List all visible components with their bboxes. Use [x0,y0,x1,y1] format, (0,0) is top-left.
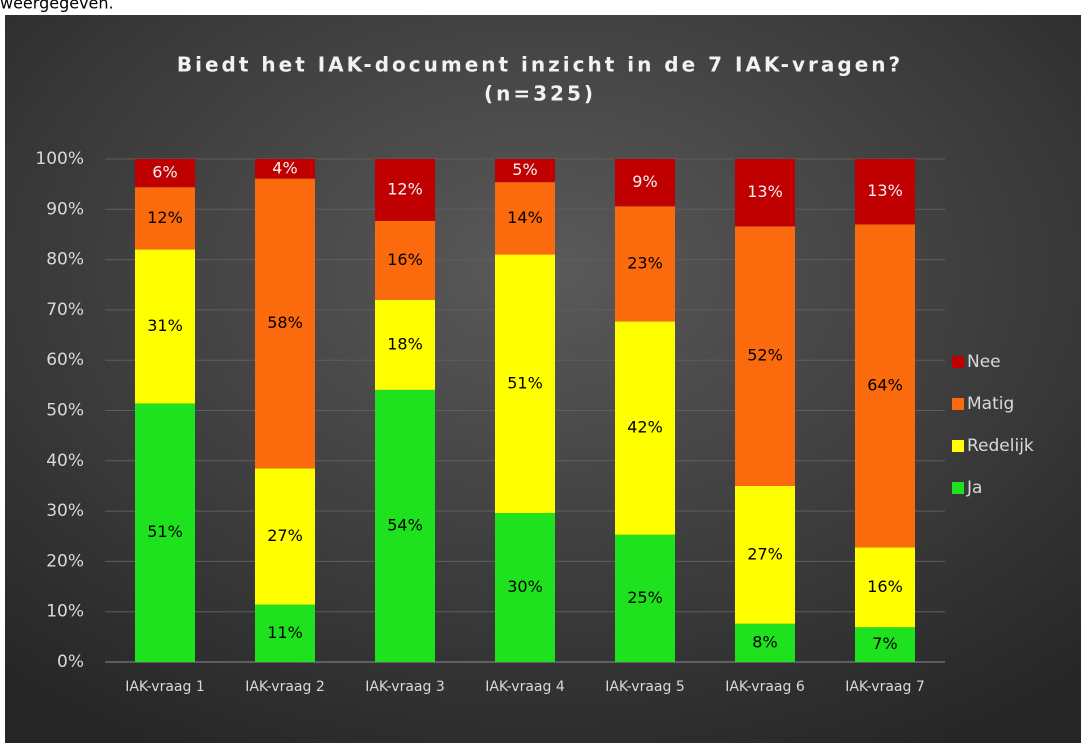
y-tick-label: 80% [46,250,84,270]
data-label: 5% [512,160,537,179]
x-tick-label: IAK-vraag 2 [245,679,325,695]
y-tick-label: 60% [46,350,84,370]
bar-segment [735,159,795,227]
data-label: 27% [267,526,303,545]
y-tick-label: 100% [35,149,84,169]
bar-segment [735,485,795,624]
bar-segment [855,547,915,628]
data-label: 54% [387,515,423,534]
data-label: 52% [747,346,783,365]
y-tick-label: 90% [46,199,84,219]
bar-segment [375,159,435,221]
legend-label: Ja [966,478,982,498]
bar-segment [375,299,435,390]
chart-title: Biedt het IAK-document inzicht in de 7 I… [177,53,903,77]
x-tick-label: IAK-vraag 4 [485,679,565,695]
data-label: 11% [267,623,303,642]
data-label: 4% [272,158,297,177]
bar-segment [615,321,675,535]
y-tick-label: 20% [46,551,84,571]
bar-segment [615,159,675,207]
bar-segment [855,159,915,225]
x-tick-label: IAK-vraag 7 [845,679,925,695]
data-label: 13% [747,182,783,201]
bar-segment [495,254,555,514]
legend-swatch [952,398,964,410]
bar-segment [255,178,315,469]
bar-segment [255,159,315,179]
data-label: 8% [752,632,777,651]
bar-segment [135,159,195,188]
y-tick-label: 50% [46,401,84,421]
bar-segment [615,206,675,322]
bar-segment [855,627,915,662]
y-tick-label: 10% [46,602,84,622]
x-tick-label: IAK-vraag 5 [605,679,685,695]
bar-segment [855,224,915,548]
x-tick-label: IAK-vraag 3 [365,679,445,695]
data-label: 51% [147,522,183,541]
x-tick-label: IAK-vraag 6 [725,679,805,695]
page-text: weergegeven. [0,0,114,13]
data-label: 9% [632,172,657,191]
bar-segment [135,187,195,250]
bar-segment [375,389,435,662]
data-label: 7% [872,634,897,653]
bar-segment [255,468,315,605]
bar-segment [495,513,555,662]
data-label: 51% [507,373,543,392]
data-label: 31% [147,316,183,335]
data-label: 23% [627,253,663,272]
legend-label: Redelijk [967,436,1034,456]
data-label: 14% [507,208,543,227]
bar-segment [135,403,195,662]
bar-segment [135,249,195,404]
data-label: 16% [867,577,903,596]
bar-segment [735,226,795,486]
data-label: 12% [147,208,183,227]
y-tick-label: 70% [46,300,84,320]
bar-segment [375,220,435,300]
data-label: 6% [152,163,177,182]
legend-swatch [952,356,964,368]
bar-segment [255,604,315,662]
data-label: 16% [387,250,423,269]
y-tick-label: 40% [46,451,84,471]
data-label: 42% [627,418,663,437]
legend-swatch [952,482,964,494]
y-tick-label: 0% [57,652,84,672]
bar-segment [615,534,675,662]
bar-segment [735,623,795,662]
data-label: 13% [867,181,903,200]
x-tick-label: IAK-vraag 1 [125,679,205,695]
chart-subtitle: (n=325) [484,82,596,106]
data-label: 64% [867,375,903,394]
legend-label: Matig [967,394,1014,414]
legend-swatch [952,440,964,452]
legend-label: Nee [967,352,1001,372]
data-label: 30% [507,577,543,596]
data-label: 18% [387,334,423,353]
bar-segment [495,182,555,255]
data-label: 27% [747,544,783,563]
bar-segment [495,159,555,183]
y-tick-label: 30% [46,501,84,521]
data-label: 12% [387,179,423,198]
data-label: 25% [627,588,663,607]
data-label: 58% [267,313,303,332]
